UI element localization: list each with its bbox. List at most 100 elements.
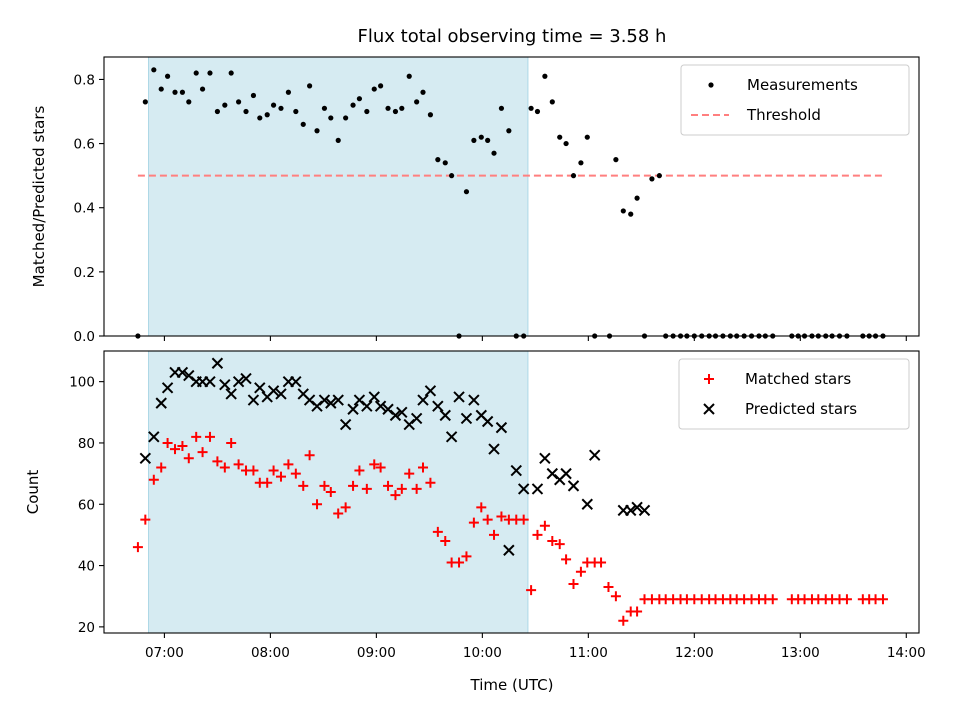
data-point bbox=[385, 105, 391, 111]
data-point bbox=[356, 96, 363, 102]
data-point bbox=[453, 391, 465, 403]
data-point bbox=[460, 412, 473, 425]
legend-label: Matched stars bbox=[745, 370, 851, 388]
data-point bbox=[177, 441, 188, 452]
data-point bbox=[498, 105, 505, 111]
data-point bbox=[445, 431, 458, 443]
data-point bbox=[549, 99, 555, 105]
data-point bbox=[247, 394, 260, 406]
data-point bbox=[588, 449, 601, 461]
data-point bbox=[233, 459, 244, 470]
data-point bbox=[158, 86, 164, 92]
data-point bbox=[304, 450, 315, 461]
data-point bbox=[211, 357, 224, 369]
series-measurements bbox=[135, 67, 886, 339]
data-point bbox=[339, 418, 352, 431]
data-point bbox=[625, 504, 637, 517]
plot-frame bbox=[103, 350, 920, 634]
data-point bbox=[328, 115, 334, 121]
data-point bbox=[471, 137, 477, 143]
data-point bbox=[219, 379, 231, 391]
observing-window-span bbox=[148, 350, 529, 634]
data-point bbox=[620, 208, 626, 214]
x-tick-label: 08:00 bbox=[251, 645, 290, 661]
data-point bbox=[364, 108, 370, 115]
data-point bbox=[425, 477, 436, 488]
data-point bbox=[212, 456, 223, 467]
data-point bbox=[411, 483, 422, 494]
data-point bbox=[254, 382, 266, 394]
data-point bbox=[584, 134, 590, 140]
legend-box bbox=[680, 64, 910, 136]
data-point bbox=[318, 394, 331, 406]
data-point bbox=[517, 483, 530, 495]
data-point bbox=[204, 375, 216, 388]
data-point bbox=[557, 134, 563, 140]
y-tick-label: 100 bbox=[69, 375, 95, 391]
data-point bbox=[578, 160, 584, 166]
data-point bbox=[170, 444, 181, 455]
data-point bbox=[518, 514, 529, 525]
data-point bbox=[368, 391, 380, 403]
data-point bbox=[478, 134, 484, 140]
data-point bbox=[396, 483, 407, 494]
data-point bbox=[257, 115, 263, 121]
data-point bbox=[424, 385, 437, 397]
y-tick-label: 80 bbox=[78, 436, 95, 452]
data-point bbox=[340, 502, 351, 513]
data-point bbox=[186, 99, 192, 105]
y-tick-label: 60 bbox=[78, 497, 95, 513]
y-tick-label: 20 bbox=[78, 620, 95, 636]
data-point bbox=[164, 73, 171, 79]
x-tick-label: 10:00 bbox=[463, 645, 502, 661]
data-point bbox=[610, 591, 621, 602]
legend-label: Threshold bbox=[746, 106, 821, 124]
data-point bbox=[634, 195, 640, 201]
data-point bbox=[547, 536, 558, 547]
data-point bbox=[162, 437, 173, 448]
data-point bbox=[378, 83, 384, 89]
data-point bbox=[321, 105, 328, 111]
data-point bbox=[539, 520, 550, 531]
data-point bbox=[439, 409, 451, 422]
legend-label: Predicted stars bbox=[745, 400, 857, 418]
data-point bbox=[219, 462, 230, 473]
data-point bbox=[506, 128, 512, 134]
data-point bbox=[183, 453, 194, 464]
data-point bbox=[631, 501, 643, 514]
data-point bbox=[375, 462, 386, 473]
data-point bbox=[267, 385, 280, 397]
data-point bbox=[468, 394, 480, 406]
data-point bbox=[603, 582, 614, 593]
data-point bbox=[432, 526, 443, 537]
data-point bbox=[156, 462, 167, 473]
data-point bbox=[383, 480, 394, 491]
data-point bbox=[476, 502, 487, 513]
data-point bbox=[568, 578, 579, 589]
data-point bbox=[348, 480, 359, 491]
data-point bbox=[207, 70, 213, 76]
data-point bbox=[841, 594, 852, 605]
data-point bbox=[481, 415, 494, 428]
data-point bbox=[214, 108, 221, 115]
data-point bbox=[332, 394, 344, 406]
data-point bbox=[649, 176, 655, 182]
data-point bbox=[312, 499, 323, 510]
data-point bbox=[148, 431, 160, 443]
x-tick-label: 14:00 bbox=[887, 645, 926, 661]
data-point bbox=[539, 452, 551, 464]
data-point bbox=[204, 431, 215, 442]
legend-box bbox=[678, 358, 910, 430]
data-point bbox=[235, 99, 242, 105]
data-point bbox=[293, 108, 299, 115]
y-tick-label: 0.6 bbox=[74, 137, 95, 153]
data-point bbox=[420, 89, 426, 95]
data-point bbox=[575, 566, 586, 577]
data-point bbox=[222, 102, 228, 108]
data-point bbox=[567, 480, 580, 492]
data-point bbox=[179, 89, 186, 95]
data-point bbox=[432, 400, 444, 412]
data-point bbox=[542, 73, 548, 79]
data-point bbox=[449, 173, 455, 179]
